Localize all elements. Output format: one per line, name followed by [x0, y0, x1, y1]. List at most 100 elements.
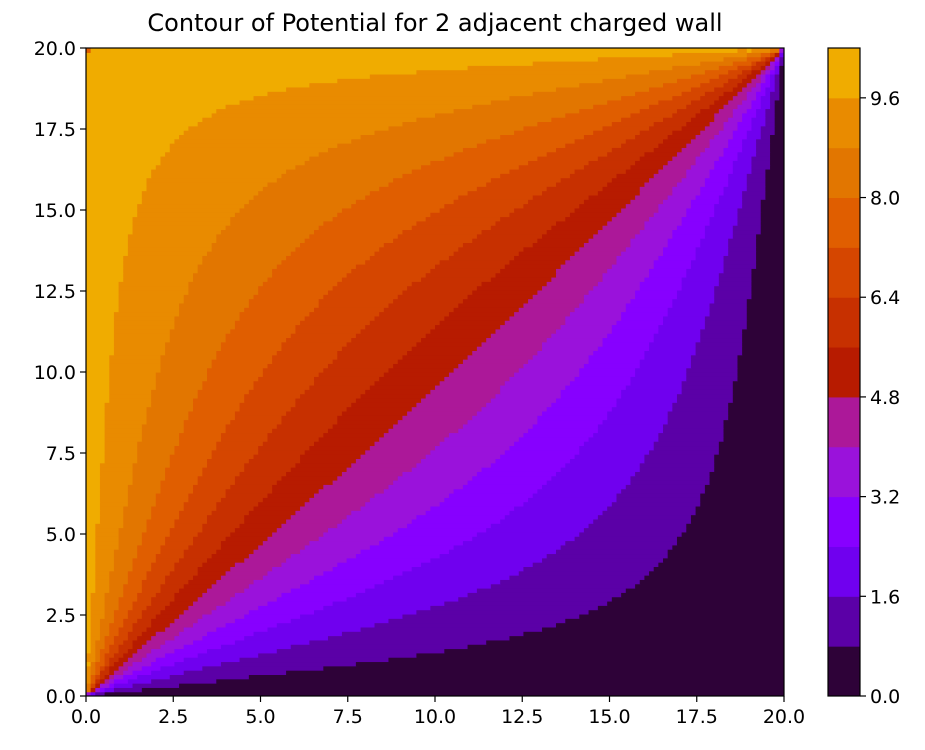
contour-cell: [248, 609, 315, 615]
contour-cell: [728, 415, 784, 421]
contour-cell: [700, 130, 720, 135]
contour-cell: [588, 359, 641, 364]
contour-cell: [462, 147, 557, 153]
contour-cell: [565, 112, 632, 118]
contour-cell: [416, 220, 497, 226]
contour-cell: [607, 415, 669, 421]
contour-cell: [165, 151, 320, 157]
colorbar-tick-label: 6.4: [870, 287, 900, 309]
contour-cell: [393, 363, 459, 369]
contour-cell: [760, 56, 766, 62]
contour-cell: [86, 553, 96, 559]
contour-cell: [709, 311, 748, 317]
contour-cell: [146, 186, 264, 192]
contour-cell: [574, 168, 627, 174]
contour-cell: [416, 609, 590, 615]
contour-cell: [546, 151, 608, 157]
contour-cell: [472, 289, 538, 295]
contour-cell: [565, 618, 784, 624]
contour-cell: [300, 458, 357, 464]
contour-cell: [393, 575, 511, 580]
contour-cell: [123, 264, 199, 269]
contour-cell: [225, 570, 269, 576]
contour-cell: [155, 501, 185, 507]
contour-cell: [737, 91, 748, 97]
contour-cell: [281, 259, 366, 265]
contour-cell: [593, 104, 650, 110]
colorbar-band: [828, 546, 860, 597]
contour-cell: [718, 108, 734, 114]
contour-cell: [318, 436, 380, 442]
contour-cell: [351, 462, 417, 468]
contour-cell: [486, 402, 552, 408]
contour-cell: [202, 471, 241, 477]
contour-cell: [160, 484, 194, 490]
contour-cell: [649, 272, 687, 278]
contour-cell: [770, 151, 784, 157]
contour-cell: [672, 95, 701, 101]
contour-cell: [704, 147, 725, 153]
contour-cell: [607, 410, 669, 416]
contour-cell: [99, 652, 106, 658]
contour-cell: [86, 518, 101, 524]
contour-cell: [165, 652, 199, 658]
contour-cell: [770, 99, 776, 105]
contour-cell: [132, 562, 152, 567]
contour-cell: [444, 497, 529, 503]
contour-cell: [202, 117, 417, 123]
contour-cell: [281, 562, 338, 567]
contour-cell: [379, 540, 464, 546]
contour-cell: [109, 575, 129, 580]
contour-cell: [104, 691, 784, 696]
contour-cell: [258, 652, 417, 658]
contour-cell: [490, 333, 552, 339]
contour-cell: [193, 484, 231, 490]
contour-cell: [555, 220, 608, 226]
contour-cell: [676, 294, 715, 300]
contour-cell: [667, 307, 711, 313]
contour-cell: [174, 315, 241, 321]
contour-cell: [86, 492, 101, 498]
colorbar-band: [828, 347, 860, 398]
contour-cell: [141, 428, 185, 434]
contour-cell: [751, 294, 784, 300]
contour-cell: [109, 674, 115, 680]
contour-cell: [709, 78, 729, 84]
contour-cell: [86, 238, 129, 243]
contour-cell: [700, 492, 784, 498]
contour-cell: [267, 276, 343, 282]
contour-cell: [421, 458, 497, 464]
contour-cell: [551, 276, 604, 282]
contour-cell: [737, 354, 784, 360]
colorbar-band: [828, 48, 860, 99]
contour-cell: [737, 220, 762, 226]
contour-cell: [104, 613, 115, 619]
contour-cell: [239, 657, 390, 663]
contour-cell: [248, 510, 296, 516]
contour-cell: [234, 562, 283, 567]
contour-cell: [486, 639, 784, 645]
contour-cell: [774, 78, 780, 84]
contour-cell: [160, 359, 213, 364]
contour-cell: [86, 272, 124, 278]
contour-cell: [300, 549, 362, 555]
contour-cell: [760, 203, 784, 209]
contour-cell: [444, 315, 511, 321]
colorbar-tick-label: 3.2: [870, 487, 900, 509]
contour-cell: [709, 168, 734, 174]
contour-cell: [779, 65, 784, 71]
contour-cell: [99, 501, 129, 507]
contour-cell: [123, 652, 134, 658]
contour-cell: [514, 311, 571, 317]
contour-cell: [537, 488, 622, 494]
contour-cell: [565, 216, 613, 222]
contour-cell: [435, 112, 566, 118]
contour-cell: [555, 181, 608, 187]
contour-cell: [718, 445, 784, 451]
contour-cell: [597, 514, 692, 520]
contour-cell: [113, 652, 124, 658]
contour-cell: [542, 626, 784, 632]
contour-cell: [453, 151, 548, 157]
contour-cell: [532, 91, 636, 97]
contour-cell: [514, 207, 576, 213]
